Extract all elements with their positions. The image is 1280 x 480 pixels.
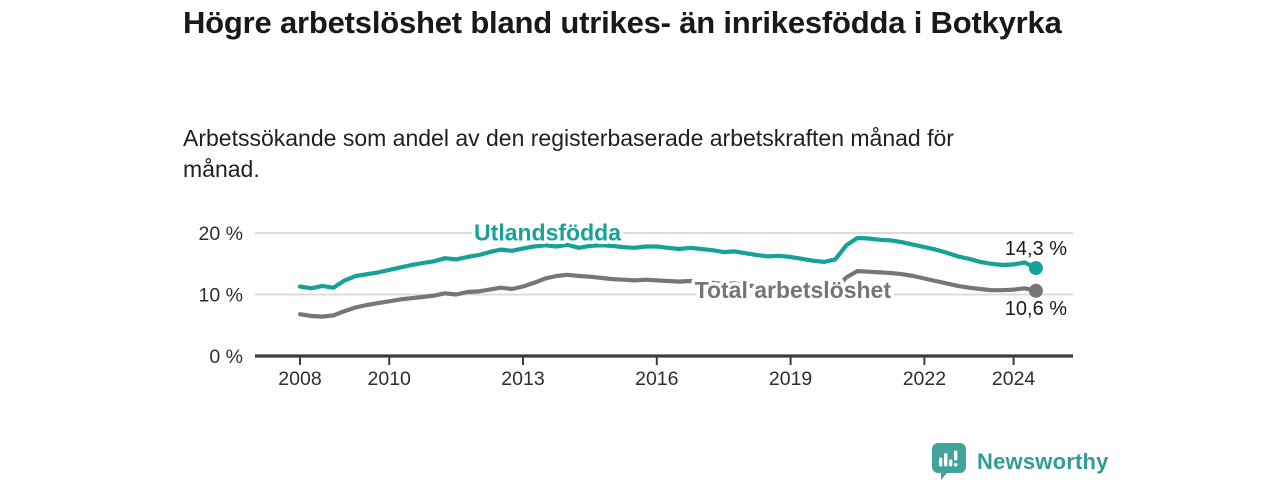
line-chart: 0 % 10 % 20 % 2008 2010 2013 2016 2019 2022 2024 U… xyxy=(199,216,1073,390)
series-label: Utlandsfödda xyxy=(474,219,621,245)
x-tick-label: 2013 xyxy=(501,368,544,390)
series-line xyxy=(297,268,1039,319)
x-tick-label: 2010 xyxy=(368,368,412,390)
x-tick-label: 2016 xyxy=(635,368,678,390)
series-label: Total arbetslöshet xyxy=(695,277,892,303)
series-end-dot xyxy=(1028,283,1043,298)
y-tick-label: 20 % xyxy=(199,223,243,245)
brand-logo: Newsworthy xyxy=(931,442,1109,480)
x-tick-label: 2019 xyxy=(769,368,812,390)
x-tick-label: 2008 xyxy=(278,368,321,390)
logo-bars xyxy=(939,450,958,467)
series-end-value: 14,3 % xyxy=(1005,238,1067,260)
y-tick-label: 0 % xyxy=(209,346,243,368)
chart-subtitle: Arbetssökande som andel av den registerb… xyxy=(183,125,954,182)
x-tick-label: 2024 xyxy=(992,368,1036,390)
y-tick-label: 10 % xyxy=(199,285,243,307)
series-line xyxy=(297,235,1039,291)
chart-title: Högre arbetslöshet bland utrikes- än inr… xyxy=(183,5,1062,40)
newsworthy-logo-icon xyxy=(932,443,966,480)
x-tick-label: 2022 xyxy=(903,368,946,390)
brand-name: Newsworthy xyxy=(977,449,1109,474)
series-end-value: 10,6 % xyxy=(1005,298,1067,320)
series-end-dot xyxy=(1028,261,1043,276)
